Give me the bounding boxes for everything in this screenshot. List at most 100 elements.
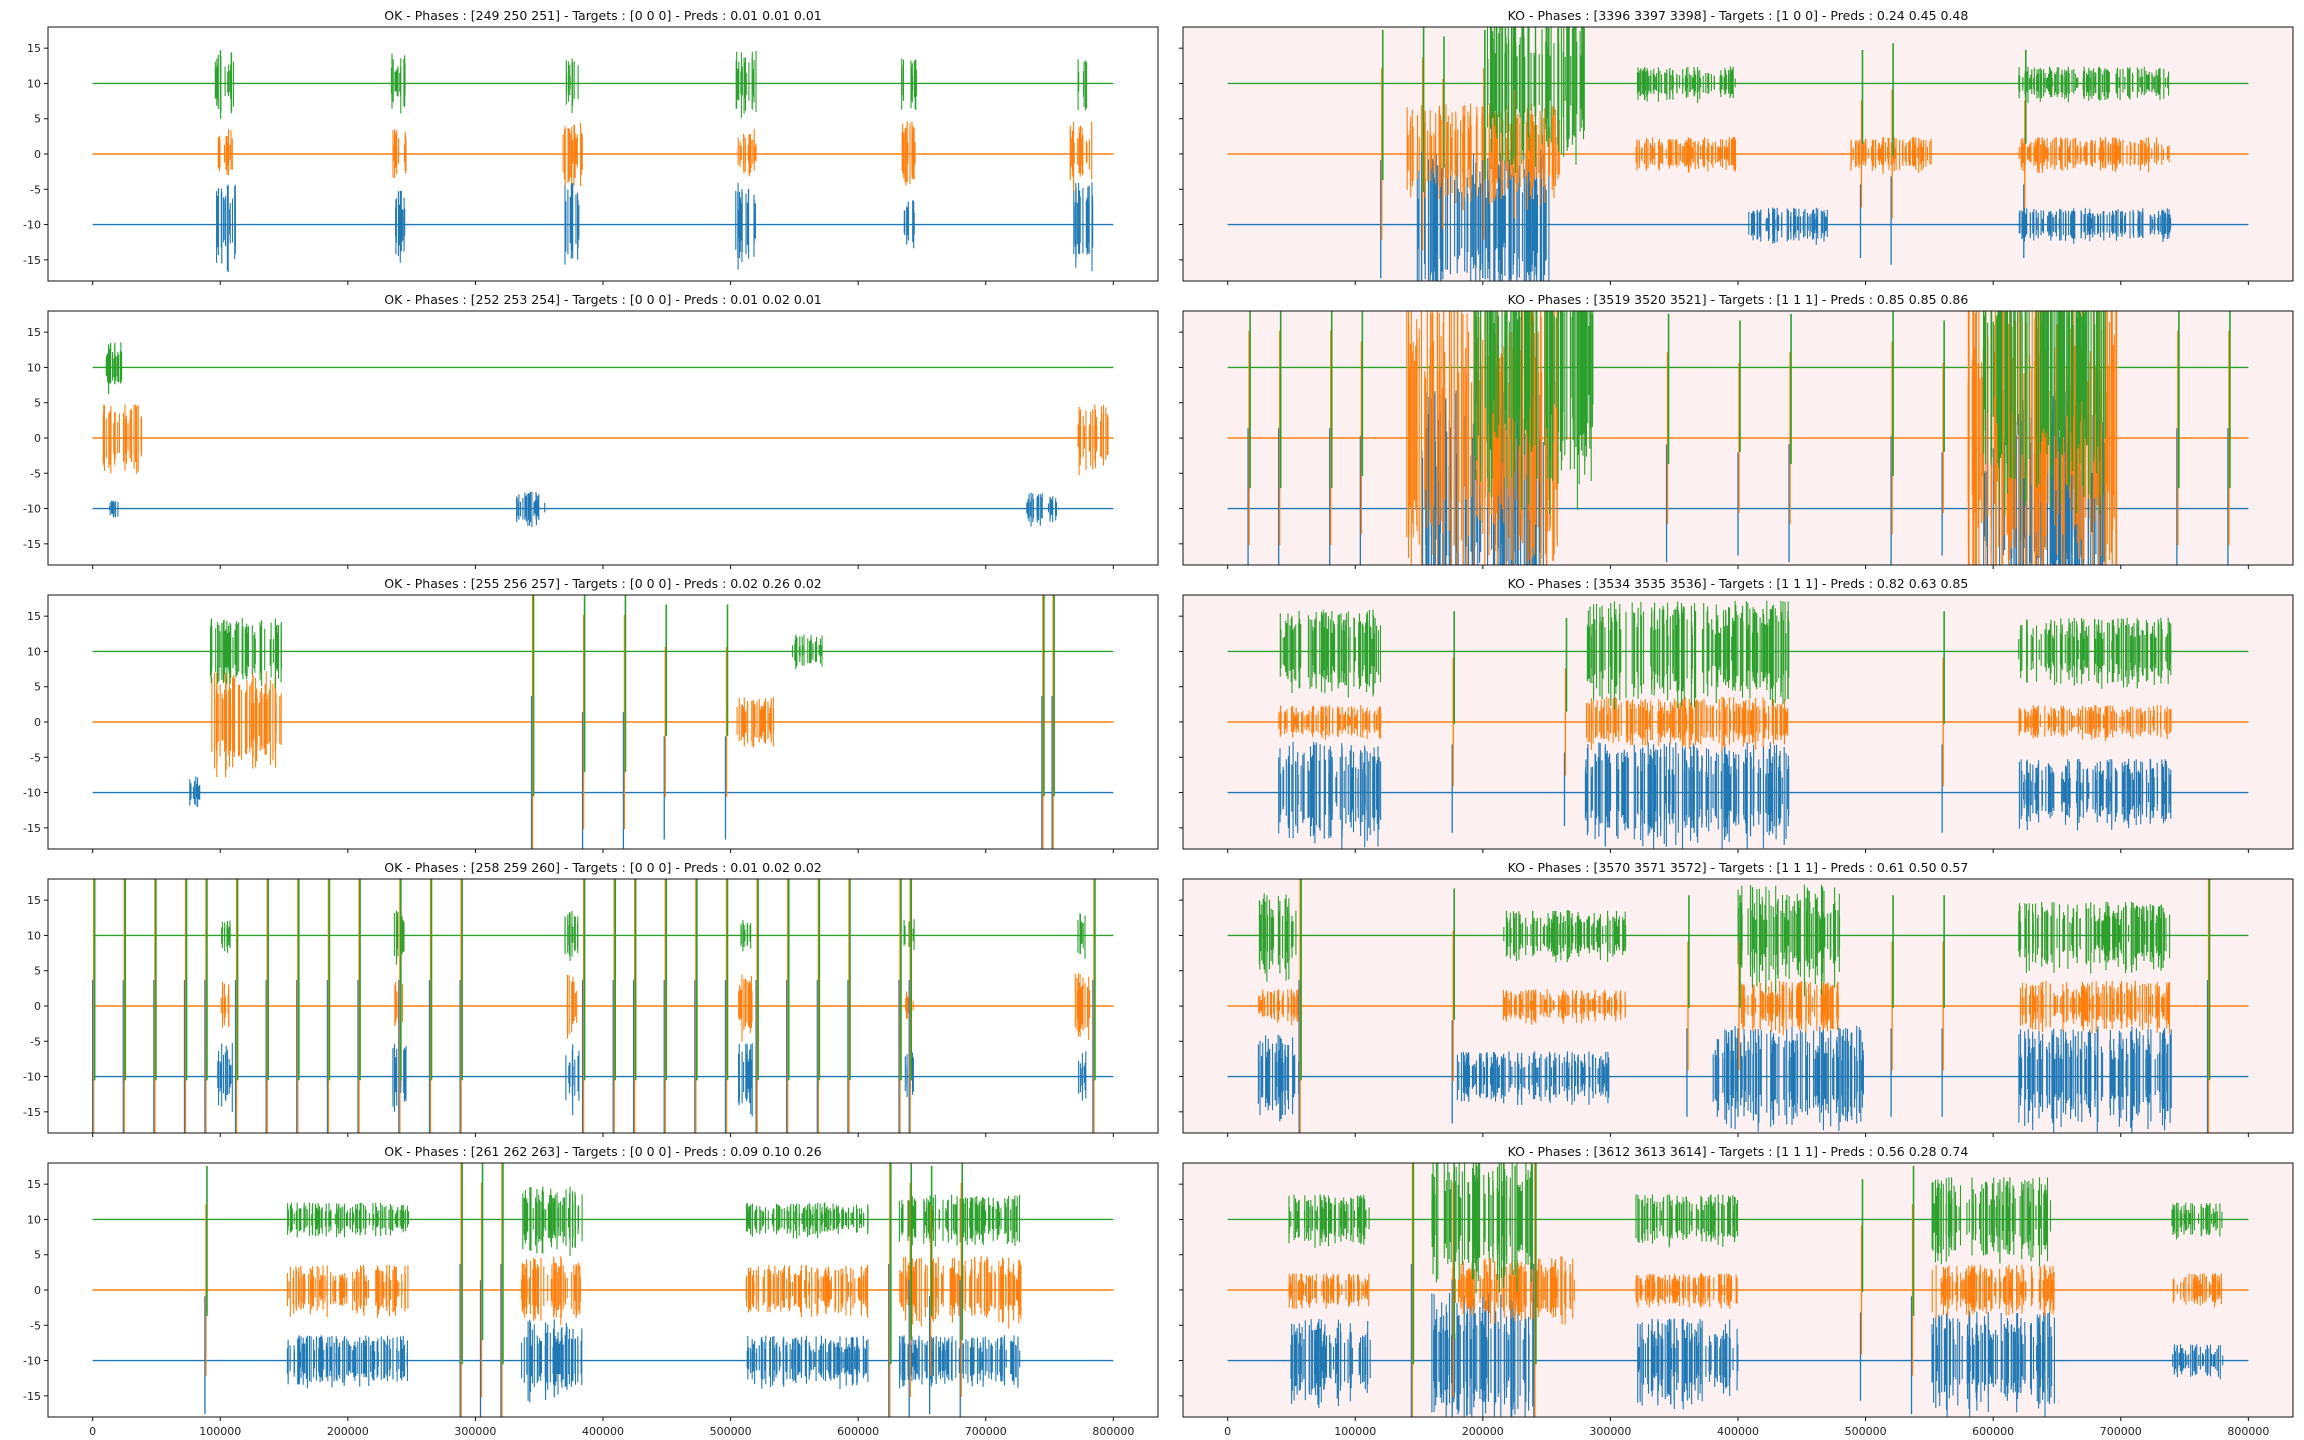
signal-burst [565,1044,580,1116]
y-tick-label: 5 [34,1249,41,1262]
signal-burst [1931,1177,2052,1267]
x-tick-label: 500000 [710,1425,752,1438]
signal-burst [1635,137,1737,173]
signal-burst [217,1043,233,1112]
signal-burst [1456,1051,1610,1105]
subplot-ok-r0c0: OK - Phases : [249 250 251] - Targets : … [23,8,1159,285]
signal-burst [740,919,752,952]
signal-burst [735,182,756,270]
subplot-ok-r1c0: OK - Phases : [252 253 254] - Targets : … [23,292,1159,569]
signal-burst [2018,901,2171,974]
y-tick-label: -15 [23,254,41,267]
signal-burst [1585,696,1789,752]
signal-burst [745,1202,869,1239]
signal-burst [2172,1344,2224,1380]
signal-burst [735,51,757,119]
signal-burst [1503,910,1627,963]
signal-burst [745,1264,869,1318]
signal-burst [516,491,546,528]
series-group [1227,600,2249,849]
y-tick-label: -15 [23,538,41,551]
signal-burst [390,53,406,114]
y-tick-label: 10 [27,1213,41,1226]
y-tick-label: 15 [27,326,41,339]
signal-burst [2018,617,2172,689]
signal-burst [1982,311,2106,516]
y-tick-label: 0 [34,1284,41,1297]
x-tick-label: 700000 [2100,1425,2142,1438]
y-tick-label: 10 [27,929,41,942]
y-tick-label: -5 [30,183,41,196]
signal-burst [221,920,231,953]
x-tick-label: 700000 [965,1425,1007,1438]
signal-burst [105,342,123,395]
signal-burst [1077,913,1086,959]
signal-burst [211,671,282,778]
subplot-ok-r2c0: OK - Phases : [255 256 257] - Targets : … [23,576,1159,853]
signal-burst [393,910,405,965]
signal-burst [220,981,230,1028]
signal-burst [1931,1264,2055,1319]
signal-burst [1741,980,1839,1036]
signal-burst [1073,182,1094,272]
signal-burst [562,122,583,187]
signal-burst [522,1186,583,1256]
subplot-title: KO - Phases : [3396 3397 3398] - Targets… [1508,8,1969,23]
y-tick-label: 10 [27,361,41,374]
subplot-ok-r3c0: OK - Phases : [258 259 260] - Targets : … [23,860,1159,1137]
x-tick-label: 100000 [199,1425,241,1438]
signal-burst [1290,1319,1371,1408]
signal-burst [2171,1202,2223,1240]
signal-burst [1077,404,1109,476]
signal-burst [1257,1034,1300,1122]
signal-burst [2172,1273,2223,1308]
signal-burst [1635,1194,1739,1248]
signal-burst [1431,1292,1534,1417]
signal-burst [1406,103,1560,211]
subplot-ko-r0c1: KO - Phases : [3396 3397 3398] - Targets… [1179,8,2294,285]
signal-burst [1258,989,1300,1026]
signal-burst [1637,1318,1739,1410]
y-tick-label: -10 [23,1355,41,1368]
x-tick-label: 200000 [1462,1425,1504,1438]
signal-burst [1473,311,1594,514]
y-tick-label: -10 [23,503,41,516]
signal-burst [1077,59,1088,111]
signal-burst [217,129,233,176]
x-tick-label: 600000 [1972,1425,2014,1438]
subplot-ok-r4c0: OK - Phases : [261 262 263] - Targets : … [23,1144,1159,1438]
series-group [92,342,1114,528]
x-tick-label: 400000 [582,1425,624,1438]
subplot-title: OK - Phases : [261 262 263] - Targets : … [384,1144,822,1159]
signal-burst [791,634,823,670]
series-group [1227,311,2249,565]
signal-burst [109,500,119,518]
signal-burst [286,1335,408,1389]
signal-burst [2018,1026,2172,1133]
subplot-title: OK - Phases : [252 253 254] - Targets : … [384,292,822,307]
signal-burst [392,129,407,178]
y-tick-label: 0 [34,148,41,161]
signal-burst [2018,66,2170,103]
series-group [92,595,1114,849]
y-tick-label: 0 [34,716,41,729]
signal-burst [1748,207,1828,245]
y-tick-label: -15 [23,1106,41,1119]
y-tick-label: 5 [34,397,41,410]
signal-burst [564,910,579,961]
x-tick-label: 500000 [1845,1425,1887,1438]
subplot-title: KO - Phases : [3519 3520 3521] - Targets… [1508,292,1969,307]
subplot-title: OK - Phases : [255 256 257] - Targets : … [384,576,822,591]
signal-burst [1431,1163,1533,1294]
y-tick-label: -5 [30,1035,41,1048]
x-tick-label: 800000 [1092,1425,1134,1438]
series-group [92,50,1114,272]
signal-burst [1636,66,1736,103]
signal-burst [1078,1051,1087,1101]
signal-burst [1279,609,1382,698]
signal-burst [566,974,578,1039]
subplot-ko-r2c1: KO - Phases : [3534 3535 3536] - Targets… [1179,576,2294,853]
signal-burst [216,184,236,272]
y-tick-label: 5 [34,681,41,694]
series-group [92,1163,1114,1417]
